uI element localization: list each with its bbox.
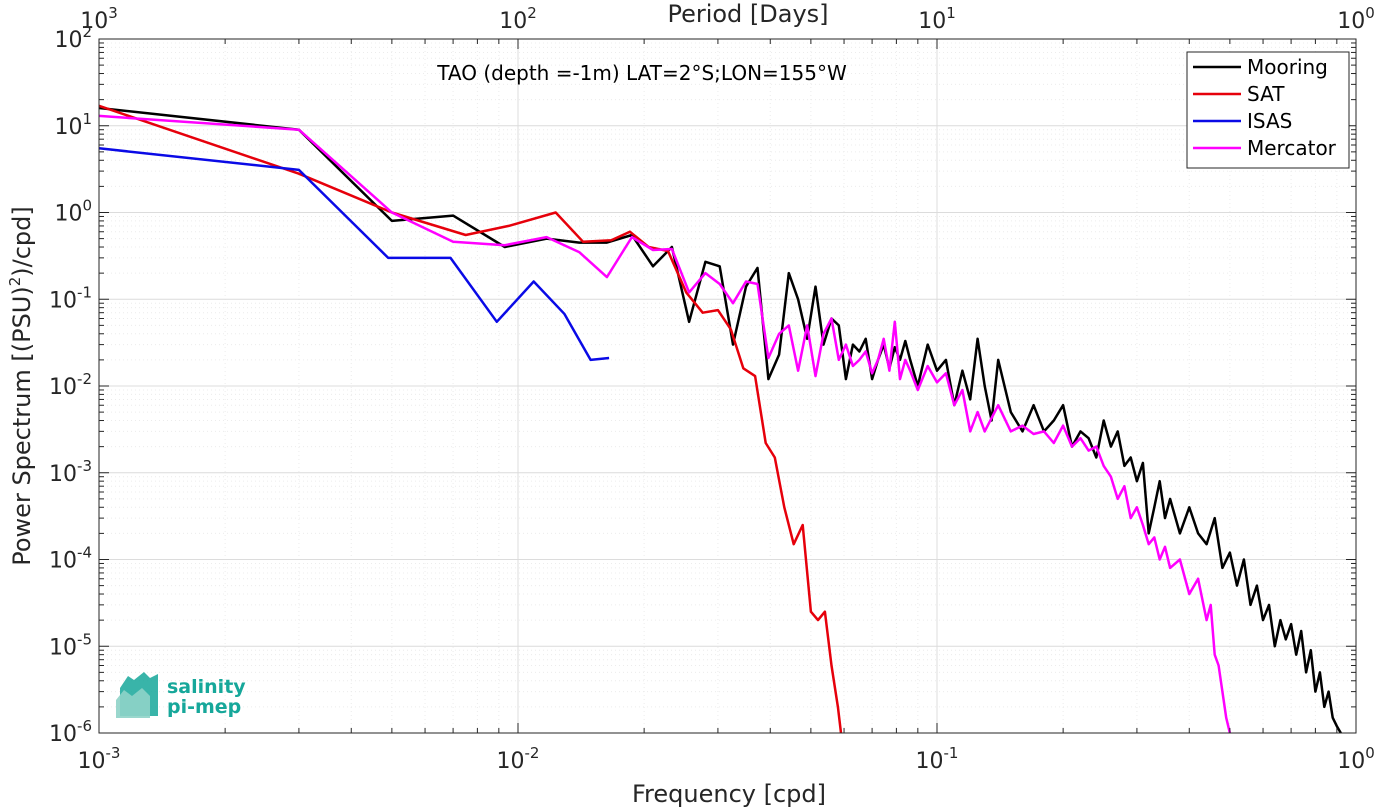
series-line-isas — [99, 147, 610, 362]
y-axis-label-main: Power Spectrum [(PSU) — [8, 286, 36, 565]
y-axis-label-exponent: 2 — [6, 277, 24, 287]
top-tick-label: 102 — [499, 4, 537, 34]
legend-label: SAT — [1247, 82, 1285, 106]
y-axis-label: Power Spectrum [(PSU)2)/cpd] — [6, 206, 36, 566]
x-axis-label: Frequency [cpd] — [632, 780, 826, 808]
data-series — [99, 104, 1342, 733]
chart-title: TAO (depth =-1m) LAT=2°S;LON=155°W — [436, 61, 847, 85]
top-axis-label: Period [Days] — [667, 0, 828, 28]
axis-ticks — [99, 39, 1356, 733]
series-line-sat — [99, 104, 843, 733]
y-tick-label: 10-3 — [49, 457, 92, 487]
y-axis-label-unit: )/cpd] — [8, 206, 36, 276]
x-tick-label: 10-3 — [78, 744, 121, 774]
y-tick-label: 100 — [54, 197, 92, 227]
legend-label: Mercator — [1247, 136, 1337, 160]
y-tick-label: 101 — [54, 110, 92, 140]
logo-wave-icon — [116, 688, 150, 718]
top-tick-label: 100 — [1337, 4, 1375, 34]
x-tick-label: 10-1 — [916, 744, 959, 774]
y-tick-label: 10-6 — [49, 717, 92, 747]
salinity-pi-mep-logo: salinity pi-mep — [116, 672, 246, 718]
y-tick-label: 10-1 — [49, 283, 92, 313]
logo-text-line1: salinity — [167, 676, 246, 698]
y-tick-label: 10-5 — [49, 630, 92, 660]
y-tick-label: 102 — [54, 23, 92, 53]
y-tick-label: 10-4 — [49, 544, 92, 574]
grid — [99, 39, 1356, 733]
legend-label: ISAS — [1247, 109, 1292, 133]
legend-box — [1186, 51, 1350, 169]
y-tick-label: 10-2 — [49, 370, 92, 400]
logo-text-line2: pi-mep — [167, 696, 241, 718]
legend-label: Mooring — [1247, 55, 1328, 79]
legend: Mooring SAT ISAS Mercator — [1186, 51, 1350, 169]
series-line-mercator — [99, 114, 1232, 733]
top-tick-label: 103 — [80, 4, 118, 34]
x-tick-label: 100 — [1337, 744, 1375, 774]
x-tick-label: 10-2 — [497, 744, 540, 774]
top-tick-label: 101 — [918, 4, 956, 34]
